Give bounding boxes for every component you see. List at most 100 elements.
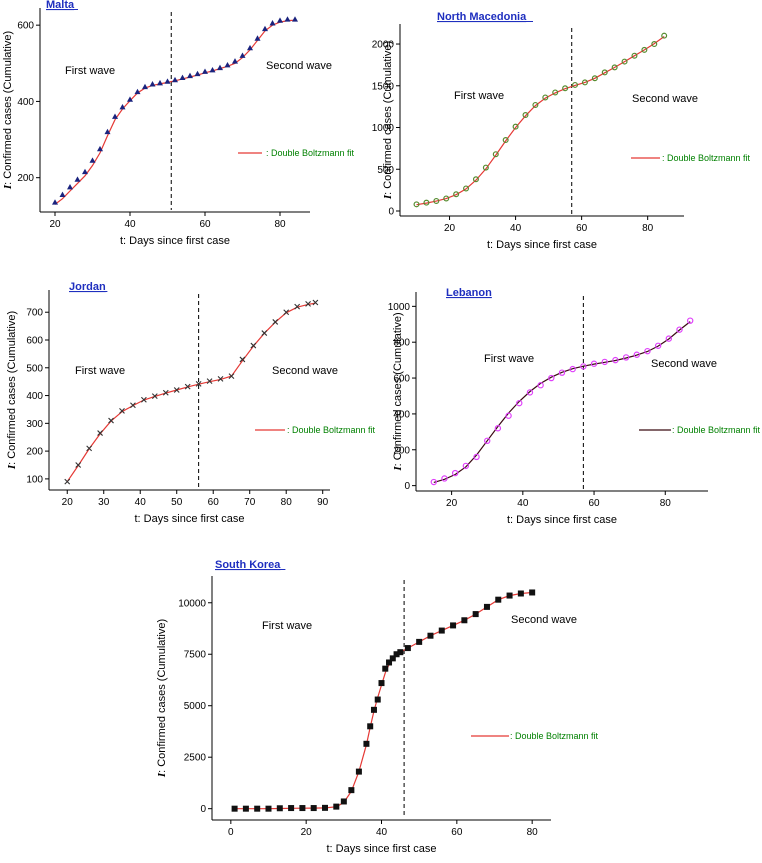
data-point <box>665 335 673 342</box>
y-tick-label: 600 <box>17 21 34 32</box>
data-point <box>305 301 311 307</box>
data-point <box>184 383 191 390</box>
data-point <box>217 64 223 71</box>
y-tick-label: 600 <box>26 336 43 347</box>
data-point <box>601 358 608 366</box>
x-tick-label: 20 <box>301 827 313 838</box>
data-point <box>172 76 178 83</box>
data-point <box>322 804 328 811</box>
y-tick-label: 200 <box>26 447 43 458</box>
y-tick-label: 500 <box>377 165 394 176</box>
data-point <box>644 347 651 355</box>
data-point <box>529 589 536 596</box>
data-point <box>427 632 434 639</box>
data-point <box>430 478 438 486</box>
data-point <box>453 191 460 198</box>
data-point <box>261 330 268 336</box>
chart-title: South Korea <box>215 559 281 571</box>
data-point <box>661 32 668 39</box>
first-wave-label: First wave <box>484 353 534 365</box>
data-point <box>472 611 479 618</box>
chart-title: Jordan <box>69 281 106 293</box>
data-point <box>179 74 186 80</box>
x-tick-label: 30 <box>98 497 110 508</box>
data-point <box>239 52 246 58</box>
y-tick-label: 200 <box>17 173 34 184</box>
fit-line <box>66 302 316 483</box>
data-point <box>224 61 231 68</box>
data-point <box>611 64 618 71</box>
x-axis-label: t: Days since first case <box>507 514 617 526</box>
second-wave-label: Second wave <box>272 365 338 377</box>
first-wave-label: First wave <box>75 365 125 377</box>
data-point <box>82 168 88 175</box>
second-wave-label: Second wave <box>266 60 332 72</box>
data-point <box>173 387 180 393</box>
data-point <box>262 25 268 32</box>
data-point <box>569 365 576 373</box>
malta-chart: 20 40 60 80 200 400 600 t: Days since first cas… <box>2 0 355 247</box>
data-point <box>367 723 374 730</box>
y-tick-label: 600 <box>393 374 410 385</box>
data-point <box>517 590 524 597</box>
fit-line <box>433 321 691 483</box>
data-point <box>397 649 404 656</box>
chart-title: North Macedonia <box>437 11 527 23</box>
data-point <box>284 16 291 22</box>
y-tick-label: 700 <box>26 308 43 319</box>
data-point <box>438 627 445 634</box>
data-point <box>89 157 96 163</box>
north-macedonia-chart: 20 40 60 80 0 500 1000 1500 2000 t: Days since fi… <box>372 11 751 251</box>
y-tick-label: 2500 <box>184 753 207 764</box>
x-tick-label: 20 <box>446 498 458 509</box>
data-point <box>149 81 156 87</box>
data-point <box>463 185 470 192</box>
y-tick-label: 800 <box>393 338 410 349</box>
data-point <box>552 89 559 96</box>
data-point <box>194 70 201 77</box>
data-point <box>254 35 261 41</box>
data-point <box>310 805 317 812</box>
data-point <box>288 805 295 812</box>
y-tick-label: 1000 <box>372 123 395 134</box>
data-point <box>633 351 640 358</box>
data-point <box>299 805 306 812</box>
y-tick-label: 1500 <box>372 81 395 92</box>
chart-title: Lebanon <box>446 287 492 299</box>
y-tick-label: 400 <box>17 97 34 108</box>
data-point <box>505 412 512 419</box>
data-point <box>187 72 193 79</box>
data-point <box>119 407 125 414</box>
jordan-chart: 20 30 40 50 60 70 80 90 100 200 300 400 500 600 700 t: … <box>6 281 376 525</box>
x-tick-label: 60 <box>576 223 588 234</box>
x-tick-label: 60 <box>451 827 463 838</box>
y-tick-label: 2000 <box>372 40 395 51</box>
chart-title: Malta <box>46 0 75 11</box>
data-point <box>433 197 440 204</box>
data-point <box>522 111 529 118</box>
y-tick-label: 400 <box>26 391 43 402</box>
data-point <box>59 191 66 198</box>
y-tick-label: 10000 <box>178 598 206 609</box>
data-point <box>558 369 566 376</box>
legend-label: : Double Boltzmann fit <box>266 148 355 158</box>
south-korea-chart: 0 20 40 60 80 0 2500 5000 7500 10000 t: Days since… <box>156 559 599 855</box>
data-point <box>532 101 539 108</box>
data-point <box>622 354 630 361</box>
data-point <box>157 79 163 86</box>
data-point <box>104 128 111 135</box>
data-point <box>75 462 82 468</box>
data-point <box>142 83 148 90</box>
y-tick-label: 300 <box>26 419 43 430</box>
data-point <box>542 94 549 101</box>
data-point <box>292 16 298 22</box>
y-tick-label: 400 <box>393 409 410 420</box>
data-point <box>108 417 114 424</box>
data-point <box>601 69 608 76</box>
data-point <box>404 645 411 652</box>
data-point <box>283 309 290 316</box>
y-tick-label: 200 <box>393 445 410 456</box>
fit-line <box>54 19 296 205</box>
